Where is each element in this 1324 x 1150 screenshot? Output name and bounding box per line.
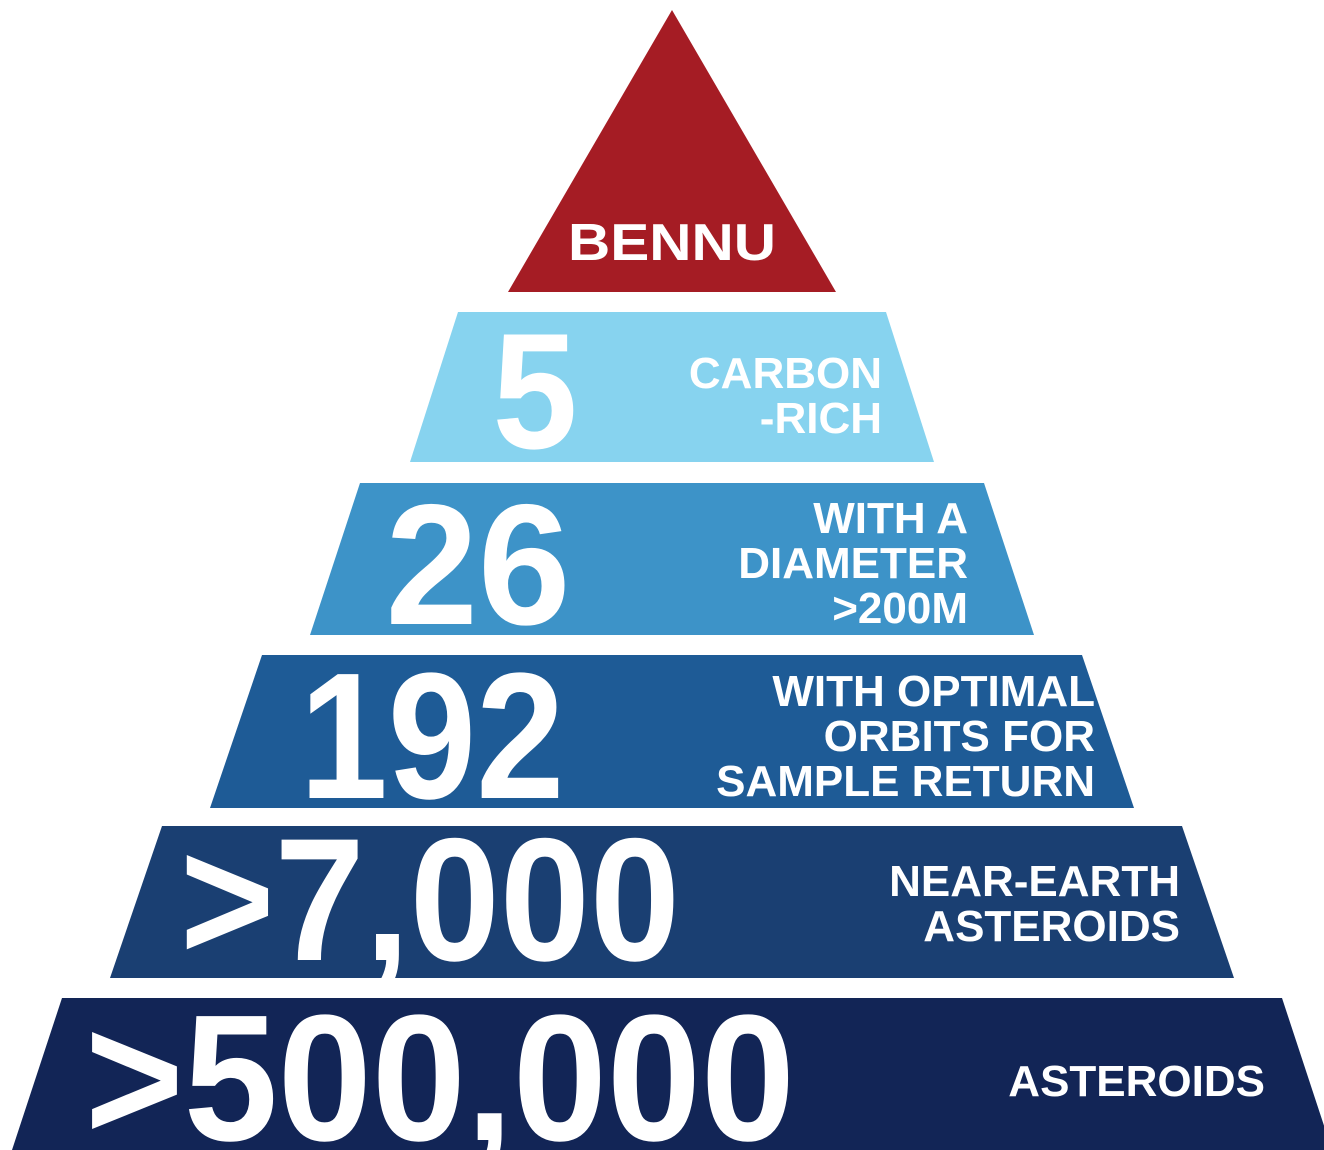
- tier-label: -RICH: [760, 394, 882, 443]
- tier-number: 5: [493, 299, 578, 483]
- tier-label: DIAMETER: [738, 539, 968, 588]
- tier-number: >500,000: [85, 978, 795, 1150]
- tier-number: 26: [386, 469, 571, 661]
- tier-number: >7,000: [180, 803, 680, 998]
- tier-label: CARBON: [689, 349, 882, 398]
- tier-number: 192: [300, 636, 565, 837]
- pyramid-tier: [12, 998, 1324, 1150]
- tier-label: ORBITS FOR: [824, 712, 1095, 761]
- tier-label: WITH A: [813, 494, 968, 543]
- tier-label: >200M: [832, 584, 968, 633]
- tier-label: WITH OPTIMAL: [772, 667, 1095, 716]
- pyramid-tier: [310, 483, 1034, 635]
- apex-label: BENNU: [568, 214, 776, 272]
- pyramid-tier: [410, 312, 934, 462]
- apex-tier: [508, 10, 836, 292]
- tier-label: ASTEROIDS: [923, 902, 1180, 951]
- tier-label: ASTEROIDS: [1008, 1057, 1265, 1106]
- pyramid-tier: [210, 655, 1134, 808]
- tier-label: NEAR-EARTH: [889, 857, 1180, 906]
- pyramid-tier: [110, 826, 1234, 978]
- tier-label: SAMPLE RETURN: [716, 757, 1095, 806]
